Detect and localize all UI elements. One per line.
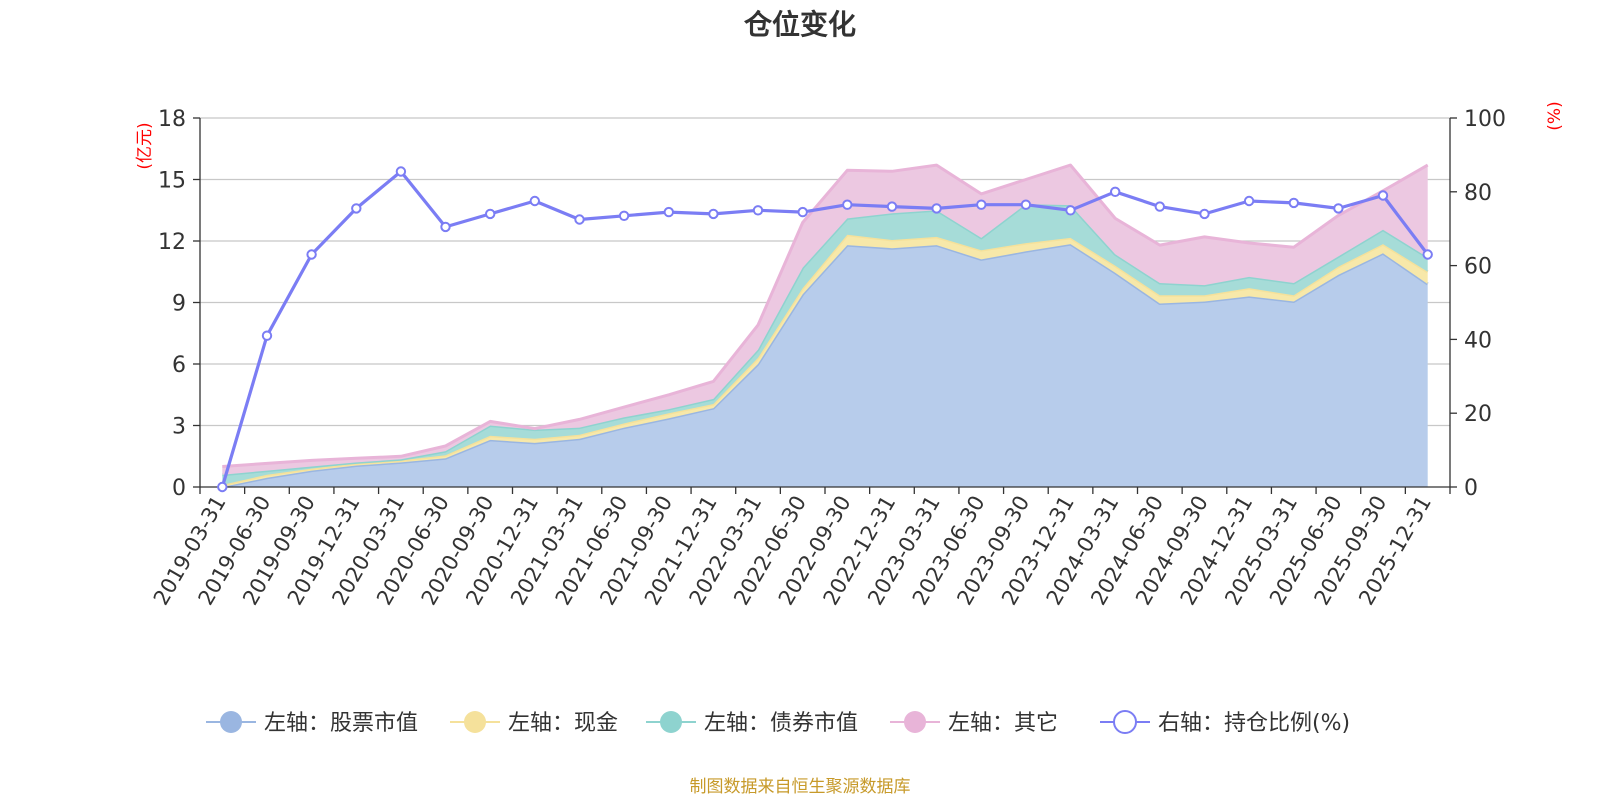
right-axis-tick-label: 0 (1464, 476, 1478, 501)
area-左轴：债券市值 (222, 204, 1428, 485)
ratio-point (1243, 195, 1255, 207)
ratio-point (261, 330, 273, 341)
ratio-point (708, 208, 719, 220)
legend-marker-左轴：其它 (904, 711, 926, 733)
left-axis-tick-label: 9 (172, 292, 186, 317)
left-axis-tick-label: 0 (172, 476, 186, 501)
legend-label: 右轴：持仓比例(%) (1158, 711, 1350, 736)
legend-label: 左轴：债券市值 (704, 711, 858, 736)
right-axis-unit: (%) (1545, 101, 1565, 130)
area-左轴：股票市值 (222, 244, 1428, 487)
legend: 左轴：股票市值 左轴：现金 左轴：债券市值 左轴：其它 右轴：持仓比例(%) (206, 710, 1350, 736)
ratio-point (306, 249, 317, 260)
ratio-point (1110, 186, 1121, 198)
right-axis-tick-label: 20 (1464, 402, 1492, 427)
legend-marker-左轴：股票市值 (220, 711, 242, 733)
ratio-point (976, 199, 987, 210)
ratio-point (752, 205, 764, 216)
ratio-point (1422, 249, 1433, 260)
ratio-point (1020, 199, 1032, 210)
ratio-point (1065, 205, 1076, 216)
ratio-point (842, 199, 853, 210)
ratio-point (529, 195, 540, 207)
ratio-point (1199, 208, 1210, 220)
stacked-areas (221, 163, 1429, 489)
right-axis-tick-label: 80 (1464, 181, 1492, 206)
ratio-point (1333, 203, 1344, 214)
ratio-point (217, 481, 228, 493)
right-axis-tick-label: 40 (1464, 328, 1492, 353)
ratio-point (618, 210, 630, 222)
axes: 0 3 6 9 12 15 18 0 20 40 60 80 100 (158, 107, 1506, 501)
ratio-point (485, 208, 496, 220)
ratio-point (886, 201, 898, 212)
left-axis-tick-label: 3 (172, 415, 186, 440)
left-axis-tick-label: 6 (172, 353, 186, 378)
ratio-line (220, 169, 1429, 488)
ratio-point (1288, 197, 1300, 209)
area-edge-左轴：其它 (222, 163, 1429, 468)
ratio-point (351, 203, 362, 214)
legend-label: 左轴：现金 (508, 711, 618, 736)
legend-label: 左轴：股票市值 (264, 711, 418, 736)
holding-ratio-line (217, 166, 1433, 493)
ratio-point (395, 166, 407, 177)
left-axis-tick-label: 18 (158, 107, 186, 132)
ratio-point (931, 203, 942, 214)
left-axis-tick-label: 12 (158, 230, 186, 255)
chart-title: 仓位变化 (744, 8, 856, 41)
area-左轴：其它 (222, 165, 1428, 475)
legend-marker-右轴：持仓比例(%) (1113, 710, 1137, 734)
ratio-point (797, 206, 808, 218)
right-axis-tick-label: 60 (1464, 255, 1492, 280)
ratio-point (1377, 190, 1389, 201)
ratio-point (440, 221, 451, 233)
ratio-point (574, 214, 585, 225)
right-axis-tick-label: 100 (1464, 107, 1506, 132)
legend-marker-左轴：现金 (464, 711, 486, 733)
ratio-point (1154, 201, 1166, 212)
legend-label: 左轴：其它 (948, 711, 1058, 736)
ratio-point (663, 206, 674, 218)
data-source-note: 制图数据来自恒生聚源数据库 (690, 777, 911, 797)
left-axis-tick-label: 15 (158, 169, 186, 194)
left-axis-unit: (亿元) (135, 122, 155, 169)
legend-marker-左轴：债券市值 (660, 711, 682, 733)
x-axis-labels: 2019-03-312019-06-302019-09-302019-12-31… (149, 492, 1436, 610)
